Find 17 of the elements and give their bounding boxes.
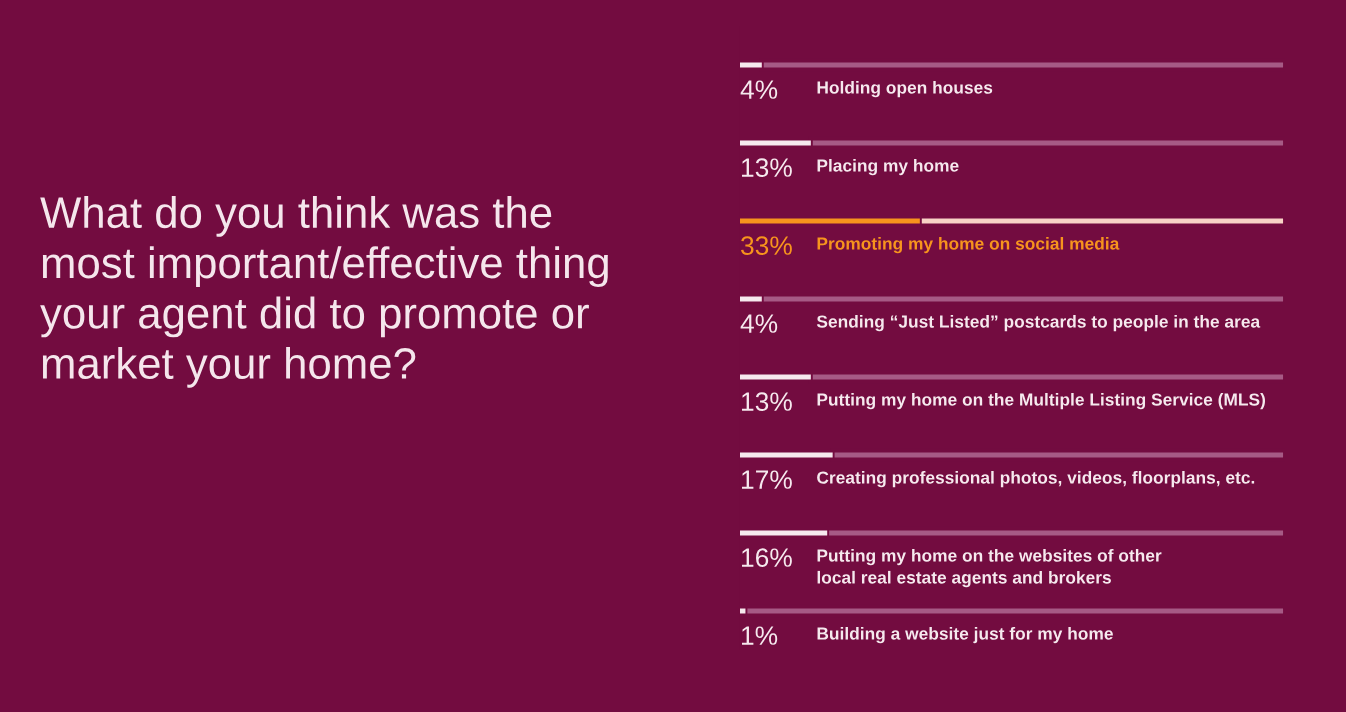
data-label: 17% xyxy=(742,470,792,489)
data-label: 33% xyxy=(741,236,792,255)
data-label: 13% xyxy=(742,158,792,177)
y-tick-label: Putting my home on the Multiple Listing Service (MLS) xyxy=(817,392,1266,410)
y-tick-label: Promoting my home on social media xyxy=(817,236,1120,254)
data-label: 4% xyxy=(740,80,778,99)
y-tick-label: Creating professional photos, videos, floorplans, etc. xyxy=(817,470,1255,488)
data-label: 13% xyxy=(742,392,792,411)
y-tick-label: Placing my home xyxy=(817,158,959,176)
data-label: 16% xyxy=(742,548,792,567)
y-tick-label: Holding open houses xyxy=(817,80,993,98)
y-tick-label: Putting my home on the websites of other local real estate agents and brokers xyxy=(817,548,1162,588)
y-tick-label: Building a website just for my home xyxy=(817,626,1113,644)
data-label: 4% xyxy=(740,314,778,333)
text: What do you think was the most important/effective thing your agent did to promote or market your home? xyxy=(40,196,608,388)
y-tick-label: Sending “Just Listed” postcards to people in the area xyxy=(816,314,1261,332)
data-label: 1% xyxy=(742,626,778,645)
